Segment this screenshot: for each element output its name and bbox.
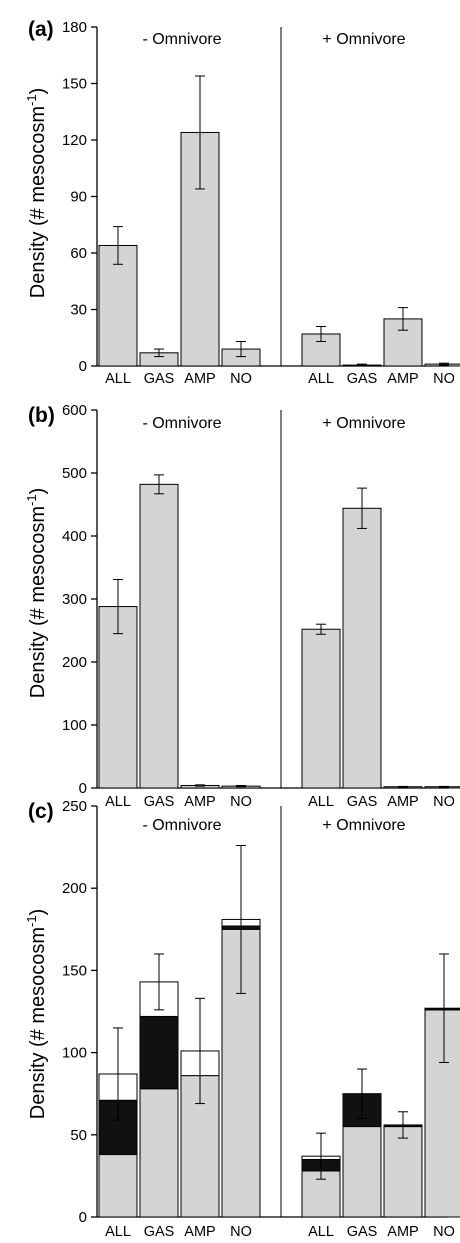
- y-tick-label: 120: [62, 132, 87, 149]
- category-label: AMP: [184, 1224, 215, 1240]
- category-label: ALL: [308, 794, 334, 810]
- y-tick-label: 30: [70, 302, 87, 319]
- y-tick-label: 600: [62, 402, 87, 419]
- category-label: AMP: [387, 794, 418, 810]
- y-tick-label: 0: [79, 358, 87, 375]
- bar-segment-gray: [383, 1126, 423, 1218]
- panel-c-ylabel-text: Density (# mesocosm: [27, 927, 49, 1119]
- y-tick-label: 100: [62, 717, 87, 734]
- panel-c-group-2-title: + Omnivore: [322, 817, 405, 834]
- panel-a-group-2-title: + Omnivore: [322, 31, 405, 48]
- category-label: AMP: [387, 1224, 418, 1240]
- bar: [342, 507, 382, 789]
- y-tick-label: 150: [62, 76, 87, 93]
- category-label: ALL: [105, 794, 131, 810]
- bar-segment-black: [139, 1015, 179, 1090]
- category-label: AMP: [387, 371, 418, 387]
- category-label: AMP: [184, 794, 215, 810]
- y-tick-label: 90: [70, 189, 87, 206]
- category-label: ALL: [308, 371, 334, 387]
- category-label: NO: [433, 371, 455, 387]
- panel-b-ylabel-sup: -1: [24, 494, 39, 506]
- panel-b-ylabel-text: Density (# mesocosm: [27, 506, 49, 698]
- panel-b-plot: 0 100 200 300 400 500 600 ALL GAS AMP NO ALL GAS AMP N…: [62, 402, 460, 810]
- panel-a: (a) Density (# mesocosm-1) - Omnivore + …: [24, 18, 460, 387]
- panel-c: (c) Density (# mesocosm-1) - Omnivore + …: [24, 798, 460, 1240]
- panel-c-ylabel-sup: -1: [24, 915, 39, 927]
- y-tick-label: 250: [62, 798, 87, 815]
- y-tick-label: 100: [62, 1045, 87, 1062]
- y-tick-label: 500: [62, 465, 87, 482]
- y-tick-label: 150: [62, 962, 87, 979]
- category-label: NO: [230, 794, 252, 810]
- bar: [301, 628, 341, 789]
- category-label: GAS: [347, 371, 378, 387]
- panel-b-group-1-title: - Omnivore: [142, 415, 221, 432]
- y-tick-label: 0: [79, 780, 87, 797]
- category-label: AMP: [184, 371, 215, 387]
- y-tick-label: 60: [70, 245, 87, 262]
- category-label: NO: [433, 1224, 455, 1240]
- category-label: GAS: [144, 794, 175, 810]
- y-tick-label: 400: [62, 528, 87, 545]
- category-label: NO: [433, 794, 455, 810]
- category-label: ALL: [308, 1224, 334, 1240]
- panel-b-ylabel-close: ): [27, 488, 49, 495]
- panel-a-ylabel-text: Density (# mesocosm: [27, 106, 49, 298]
- category-label: GAS: [347, 794, 378, 810]
- category-label: NO: [230, 1224, 252, 1240]
- category-label: GAS: [144, 1224, 175, 1240]
- y-tick-label: 180: [62, 19, 87, 36]
- panel-c-ylabel-close: ): [27, 909, 49, 916]
- panel-c-plot: 0 50 100 150 200 250 ALL GAS AMP NO ALL GAS AMP NO: [62, 798, 460, 1240]
- bar-segment-gray: [424, 1009, 460, 1218]
- category-label: ALL: [105, 371, 131, 387]
- panel-a-ylabel-sup: -1: [24, 94, 39, 106]
- panel-b-letter: (b): [28, 404, 55, 427]
- panel-a-letter: (a): [28, 18, 54, 41]
- y-tick-label: 200: [62, 880, 87, 897]
- panel-c-letter: (c): [28, 800, 54, 823]
- bar-segment-black: [424, 1007, 460, 1011]
- category-label: GAS: [144, 371, 175, 387]
- bar-segment-gray: [139, 1088, 179, 1218]
- panel-a-ylabel-close: ): [27, 88, 49, 95]
- panel-c-ylabel: Density (# mesocosm-1): [24, 909, 49, 1120]
- panel-a-ylabel: Density (# mesocosm-1): [24, 88, 49, 299]
- category-label: GAS: [347, 1224, 378, 1240]
- panel-a-plot: 0 30 60 90 120 150 180 ALL GAS AMP NO ALL GAS AMP NO: [62, 19, 460, 387]
- panel-c-group-1-title: - Omnivore: [142, 817, 221, 834]
- panel-b-ylabel: Density (# mesocosm-1): [24, 488, 49, 699]
- bar-segment-gray: [342, 1126, 382, 1218]
- y-tick-label: 0: [79, 1209, 87, 1226]
- bar: [139, 483, 179, 789]
- panel-a-group-1-title: - Omnivore: [142, 31, 221, 48]
- y-tick-label: 50: [70, 1127, 87, 1144]
- panel-b-group-2-title: + Omnivore: [322, 415, 405, 432]
- panel-b: (b) Density (# mesocosm-1) - Omnivore + …: [24, 402, 460, 810]
- category-label: ALL: [105, 1224, 131, 1240]
- category-label: NO: [230, 371, 252, 387]
- y-tick-label: 300: [62, 591, 87, 608]
- y-tick-label: 200: [62, 654, 87, 671]
- bar: [98, 606, 138, 789]
- bar-segment-gray: [98, 1154, 138, 1218]
